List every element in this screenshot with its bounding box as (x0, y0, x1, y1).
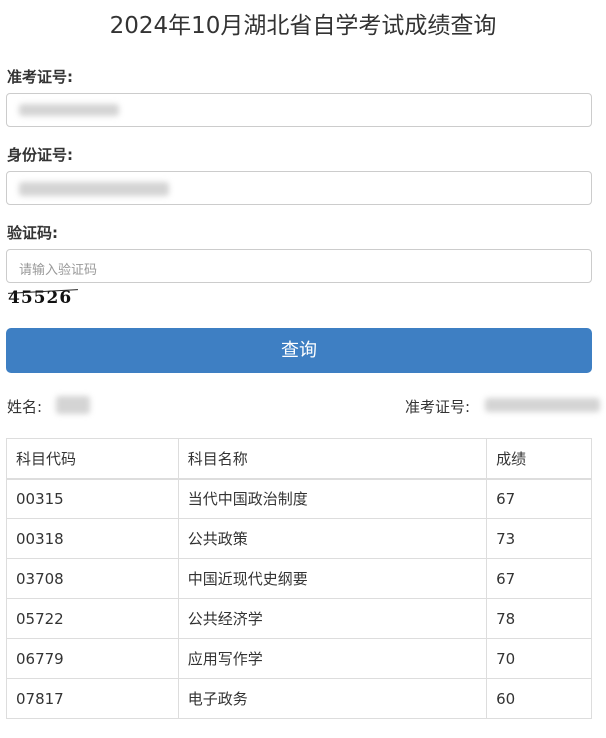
page-title: 2024年10月湖北省自学考试成绩查询 (109, 13, 497, 39)
table-row: 00318 公共政策 73 (6, 518, 592, 559)
subject-code: 06779 (6, 638, 179, 679)
subject-name: 电子政务 (177, 678, 488, 719)
score: 67 (486, 558, 592, 599)
table-row: 00315 当代中国政治制度 67 (6, 478, 592, 519)
exam-no-input[interactable] (6, 93, 592, 127)
exam-no-label: 准考证号: (7, 68, 73, 86)
result-exam-no-label: 准考证号: (405, 398, 471, 416)
redacted-exam-no (485, 398, 600, 412)
score-table: 科目代码 科目名称 成绩 00315 当代中国政治制度 67 00318 公共政策 73… (6, 438, 592, 719)
subject-name: 中国近现代史纲要 (177, 558, 488, 599)
score: 67 (486, 478, 592, 519)
score: 73 (486, 518, 592, 559)
table-row: 05722 公共经济学 78 (6, 598, 592, 639)
subject-code: 07817 (6, 678, 179, 719)
id-no-label: 身份证号: (7, 146, 73, 164)
table-row: 03708 中国近现代史纲要 67 (6, 558, 592, 599)
header-subject-name: 科目名称 (177, 438, 488, 480)
query-button[interactable]: 查询 (6, 328, 592, 373)
redacted-value (19, 104, 119, 116)
score: 78 (486, 598, 592, 639)
redacted-name (56, 396, 90, 414)
subject-code: 00315 (6, 478, 179, 519)
table-row: 07817 电子政务 60 (6, 678, 592, 719)
header-subject-code: 科目代码 (6, 438, 179, 480)
captcha-input[interactable]: 请输入验证码 (6, 249, 592, 283)
table-header-row: 科目代码 科目名称 成绩 (6, 438, 592, 480)
id-no-input[interactable] (6, 171, 592, 205)
subject-code: 03708 (6, 558, 179, 599)
score: 70 (486, 638, 592, 679)
header-score: 成绩 (486, 438, 592, 480)
subject-name: 当代中国政治制度 (177, 478, 488, 519)
name-label: 姓名: (7, 398, 43, 416)
score: 60 (486, 678, 592, 719)
redacted-value (19, 182, 169, 196)
subject-code: 05722 (6, 598, 179, 639)
subject-name: 应用写作学 (177, 638, 488, 679)
captcha-image[interactable]: 45526 (8, 288, 78, 308)
subject-name: 公共经济学 (177, 598, 488, 639)
subject-name: 公共政策 (177, 518, 488, 559)
subject-code: 00318 (6, 518, 179, 559)
table-row: 06779 应用写作学 70 (6, 638, 592, 679)
captcha-label: 验证码: (7, 224, 58, 242)
